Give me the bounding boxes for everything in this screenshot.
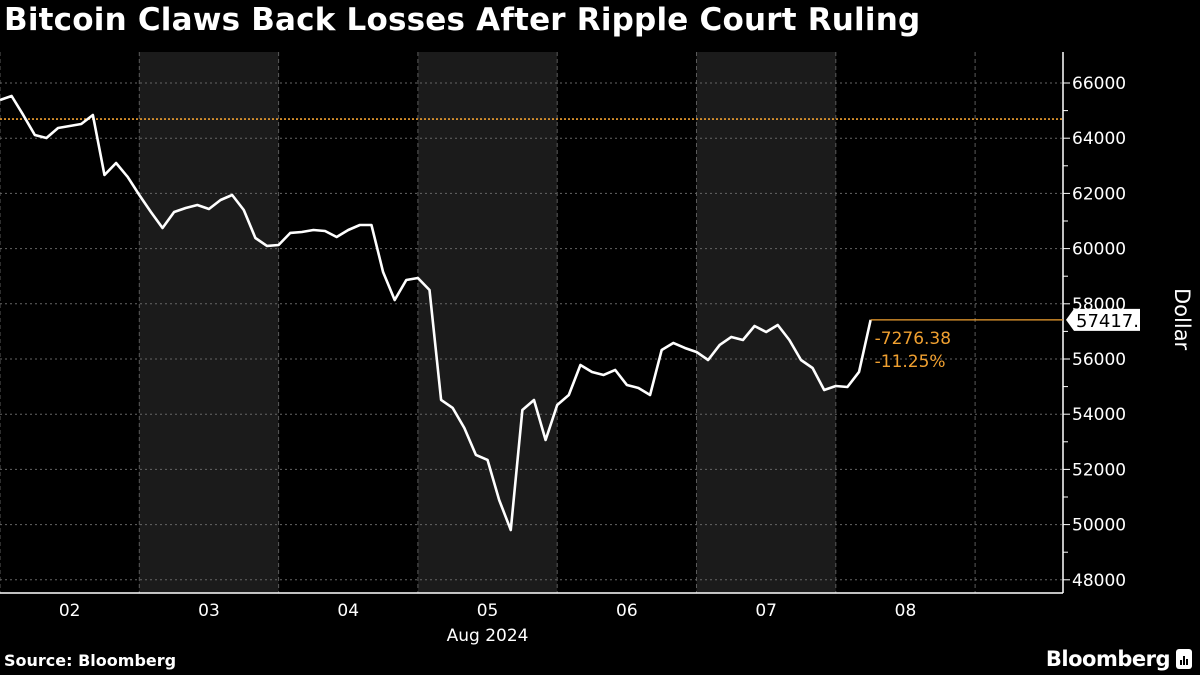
shaded-day-band [696, 52, 836, 593]
x-tick-label: 08 [895, 601, 917, 621]
y-tick-label: 48000 [1072, 571, 1126, 591]
price-line [0, 94, 872, 532]
x-tick-label: 05 [477, 601, 499, 621]
x-axis-label: Aug 2024 [447, 626, 529, 646]
logo-text: Bloomberg [1045, 647, 1171, 671]
x-tick-label: 02 [59, 601, 81, 621]
chart-title: Bitcoin Claws Back Losses After Ripple C… [4, 2, 921, 38]
change-percent-label: -11.25% [875, 352, 946, 372]
y-tick-label: 60000 [1072, 240, 1126, 260]
x-tick-label: 07 [755, 601, 777, 621]
bloomberg-logo: Bloomberg [1046, 647, 1192, 671]
change-value-label: -7276.38 [875, 329, 951, 349]
y-tick-label: 52000 [1072, 460, 1126, 480]
source-note: Source: Bloomberg [4, 651, 177, 670]
y-axis-label: Dollar [1170, 288, 1194, 351]
y-tick-label: 64000 [1072, 129, 1126, 149]
shaded-day-band [139, 52, 279, 593]
last-value-label: 57417.64 [1076, 311, 1162, 332]
bloomberg-chart-icon [1176, 649, 1192, 669]
x-tick-label: 04 [337, 601, 359, 621]
y-tick-label: 56000 [1072, 350, 1126, 370]
x-tick-label: 06 [616, 601, 638, 621]
y-tick-label: 62000 [1072, 184, 1126, 204]
last-value-tag [1066, 308, 1140, 331]
y-tick-label: 50000 [1072, 516, 1126, 536]
shaded-day-band [417, 52, 558, 593]
y-tick-label: 66000 [1072, 74, 1126, 94]
x-tick-label: 03 [198, 601, 220, 621]
y-tick-label: 54000 [1072, 405, 1126, 425]
